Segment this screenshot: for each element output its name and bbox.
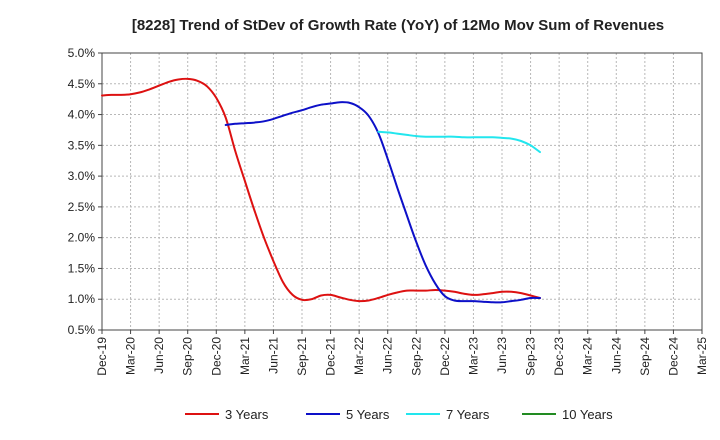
y-tick-label: 2.5% bbox=[68, 200, 96, 214]
x-tick-label: Jun-20 bbox=[152, 337, 166, 374]
x-tick-label: Mar-24 bbox=[581, 337, 595, 375]
y-tick-label: 5.0% bbox=[68, 46, 96, 60]
x-tick-label: Sep-20 bbox=[181, 337, 195, 376]
x-tick-label: Sep-24 bbox=[638, 337, 652, 376]
y-tick-label: 0.5% bbox=[68, 323, 96, 337]
x-tick-label: Jun-23 bbox=[495, 337, 509, 374]
series-line-5-years bbox=[224, 101, 541, 304]
y-axis: 0.5% 1.0% 1.5% 2.0% 2.5% 3.0% 3.5% 4.0% 4.5% 5.0% bbox=[68, 46, 102, 337]
y-tick-label: 2.0% bbox=[68, 231, 96, 245]
y-tick-label: 1.0% bbox=[68, 292, 96, 306]
y-tick-label: 1.5% bbox=[68, 261, 96, 275]
y-tick-label: 4.5% bbox=[68, 77, 96, 91]
x-axis: Dec-19 Mar-20 Jun-20 Sep-20 Dec-20 Mar-21 Jun-… bbox=[95, 330, 709, 376]
legend-label: 3 Years bbox=[225, 407, 269, 422]
y-tick-label: 3.5% bbox=[68, 138, 96, 152]
x-tick-label: Mar-22 bbox=[352, 337, 366, 375]
x-tick-label: Dec-21 bbox=[324, 337, 338, 376]
x-tick-label: Sep-21 bbox=[295, 337, 309, 376]
x-tick-label: Jun-22 bbox=[381, 337, 395, 374]
gridlines bbox=[101, 52, 703, 331]
x-tick-label: Sep-22 bbox=[409, 337, 423, 376]
x-tick-label: Mar-23 bbox=[466, 337, 480, 375]
y-tick-label: 4.0% bbox=[68, 108, 96, 122]
x-tick-label: Jun-24 bbox=[609, 337, 623, 374]
legend-label: 7 Years bbox=[446, 407, 490, 422]
plot-area bbox=[101, 52, 703, 331]
x-tick-label: Dec-24 bbox=[666, 337, 680, 376]
y-tick-label: 3.0% bbox=[68, 169, 96, 183]
x-tick-label: Mar-20 bbox=[124, 337, 138, 375]
series-lines bbox=[101, 77, 541, 304]
chart-title: [8228] Trend of StDev of Growth Rate (Yo… bbox=[132, 17, 664, 34]
series-line-7-years bbox=[377, 130, 541, 154]
x-tick-label: Dec-19 bbox=[95, 337, 109, 376]
x-tick-label: Dec-22 bbox=[438, 337, 452, 376]
x-tick-label: Jun-21 bbox=[266, 337, 280, 374]
legend: 3 Years 5 Years 7 Years 10 Years bbox=[185, 407, 613, 422]
x-tick-label: Dec-23 bbox=[552, 337, 566, 376]
x-tick-label: Mar-25 bbox=[695, 337, 709, 375]
x-tick-label: Mar-21 bbox=[238, 337, 252, 375]
legend-label: 10 Years bbox=[562, 407, 613, 422]
series-line-3-years bbox=[101, 77, 541, 303]
x-tick-label: Sep-23 bbox=[524, 337, 538, 376]
legend-label: 5 Years bbox=[346, 407, 390, 422]
x-tick-label: Dec-20 bbox=[209, 337, 223, 376]
